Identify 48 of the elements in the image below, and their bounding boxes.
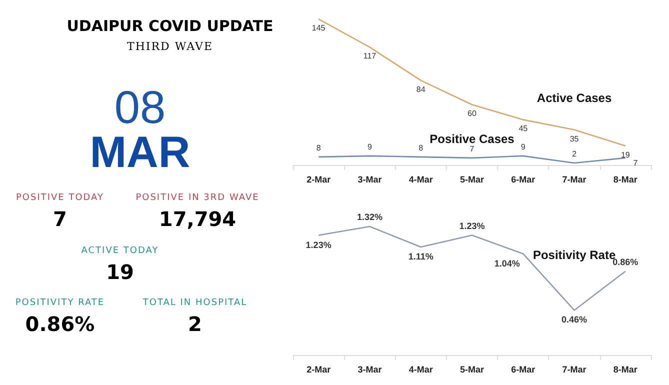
data-label: 9 [520, 142, 526, 152]
data-label: 8 [418, 143, 424, 152]
data-label: 7 [470, 144, 475, 154]
data-label: 84 [416, 84, 426, 94]
x-tick-label: 6-Mar [511, 174, 536, 184]
text: 17,794 [158, 207, 238, 231]
series-label: Positive Cases [430, 132, 515, 146]
data-label: 1.04% [494, 258, 520, 268]
data-label: 1.23% [459, 220, 485, 231]
text: 7 [52, 207, 68, 231]
text: 2 [187, 312, 203, 336]
data-label: 7 [633, 158, 638, 168]
data-label: 19 [620, 150, 630, 160]
text: ACTIVE TODAY [80, 246, 160, 256]
x-tick-label: 7-Mar [562, 364, 587, 374]
data-label: 1.32% [356, 212, 382, 222]
text: UDAIPUR COVID UPDATE [66, 17, 274, 35]
x-tick-label: 5-Mar [460, 364, 484, 374]
data-label: 1.23% [306, 240, 332, 250]
data-label: 117 [363, 52, 377, 61]
data-label: 2 [572, 149, 578, 158]
data-label: 145 [312, 24, 326, 33]
data-label: 9 [367, 142, 372, 152]
data-label: 0.46% [562, 314, 588, 325]
x-tick-label: 8-Mar [613, 174, 638, 184]
series-label: Active Cases [536, 90, 612, 105]
text: 19 [105, 260, 135, 284]
x-tick-label: 4-Mar [408, 364, 434, 374]
text: THIRD WAVE [126, 40, 214, 53]
x-tick-label: 6-Mar [511, 364, 536, 374]
x-tick-label: 5-Mar [460, 174, 484, 184]
text: POSITIVE IN 3RD WAVE [134, 193, 260, 203]
data-label: 35 [570, 134, 580, 144]
data-label: 60 [468, 109, 477, 118]
x-tick-label: 2-Mar [306, 364, 332, 374]
text: POSITIVE TODAY [14, 193, 106, 203]
x-tick-label: 8-Mar [613, 364, 638, 374]
x-tick-label: 3-Mar [358, 174, 382, 184]
x-tick-label: 4-Mar [408, 174, 434, 184]
x-tick-label: 7-Mar [562, 174, 587, 184]
data-label: 1.11% [408, 251, 434, 262]
text: POSITIVITY RATE [14, 298, 106, 308]
x-tick-label: 2-Mar [306, 174, 332, 184]
text: 0.86% [24, 312, 96, 336]
x-tick-label: 3-Mar [358, 364, 382, 374]
data-label: 45 [518, 124, 528, 134]
data-label: 8 [316, 143, 322, 152]
text: TOTAL IN HOSPITAL [142, 298, 248, 308]
